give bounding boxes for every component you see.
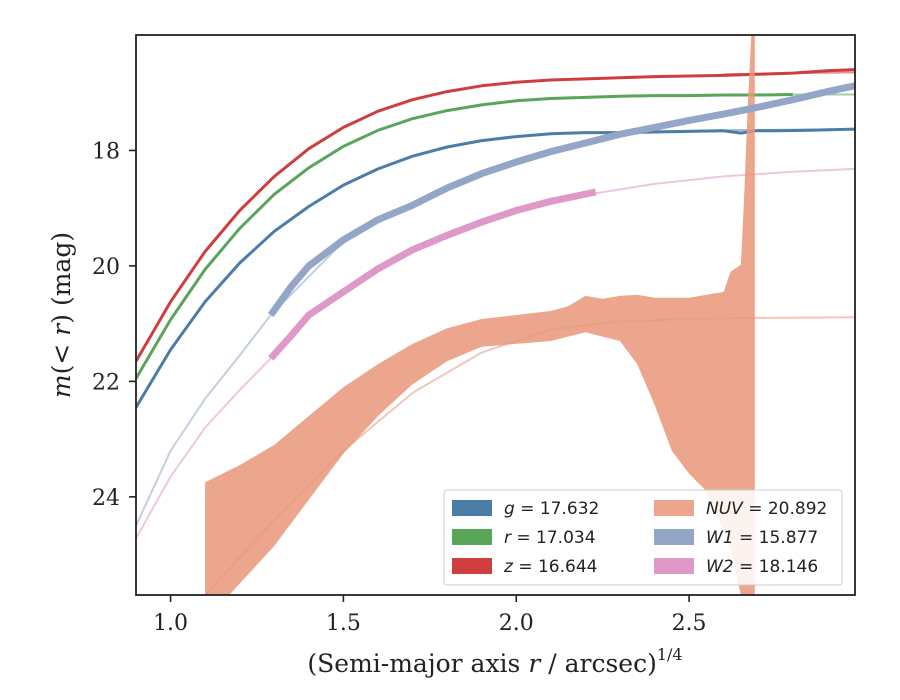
- series-w1-line: [267, 82, 855, 318]
- legend-swatch-w2: [654, 558, 694, 574]
- series-g-line: [136, 127, 855, 409]
- legend-swatch-r: [452, 529, 492, 545]
- series-nuv-band: [205, 35, 755, 595]
- legend: g = 17.632 r = 17.034 z = 16.644 NUV = 20.8…: [443, 489, 843, 586]
- legend-label-z: z = 16.644: [503, 557, 597, 577]
- legend-swatch-w1: [654, 529, 694, 545]
- y-axis-label: m(< r) (mag): [47, 232, 76, 398]
- y-tick-label: 20: [92, 255, 120, 280]
- y-tick-label: 22: [92, 370, 120, 395]
- series-z-line: [136, 68, 855, 362]
- series-r-line: [136, 93, 793, 380]
- legend-label-g: g = 17.632: [504, 499, 599, 519]
- legend-swatch-nuv: [654, 500, 694, 516]
- legend-frame: [443, 489, 843, 586]
- x-tick-label: 2.5: [672, 611, 707, 636]
- plot-frame: [135, 34, 856, 596]
- legend-label-w1: W1 = 15.877: [706, 528, 818, 548]
- data-layer: [136, 35, 855, 595]
- y-tick-label: 18: [92, 139, 120, 164]
- legend-swatch-z: [452, 558, 492, 574]
- x-axis-label: (Semi-major axis r / arcsec)1/4: [307, 645, 682, 678]
- x-tick-label: 1.5: [326, 611, 361, 636]
- ticks-layer: 1.0 1.5 2.0 2.5 18 20 22 24: [92, 139, 707, 636]
- legend-label-w2: W2 = 18.146: [706, 557, 818, 577]
- legend-label-r: r = 17.034: [504, 528, 596, 548]
- x-tick-label: 1.0: [153, 611, 188, 636]
- legend-label-nuv: NUV = 20.892: [706, 499, 827, 519]
- legend-swatch-g: [452, 500, 492, 516]
- y-tick-label: 24: [92, 486, 120, 511]
- series-w2-line: [268, 188, 597, 361]
- x-tick-label: 2.0: [499, 611, 534, 636]
